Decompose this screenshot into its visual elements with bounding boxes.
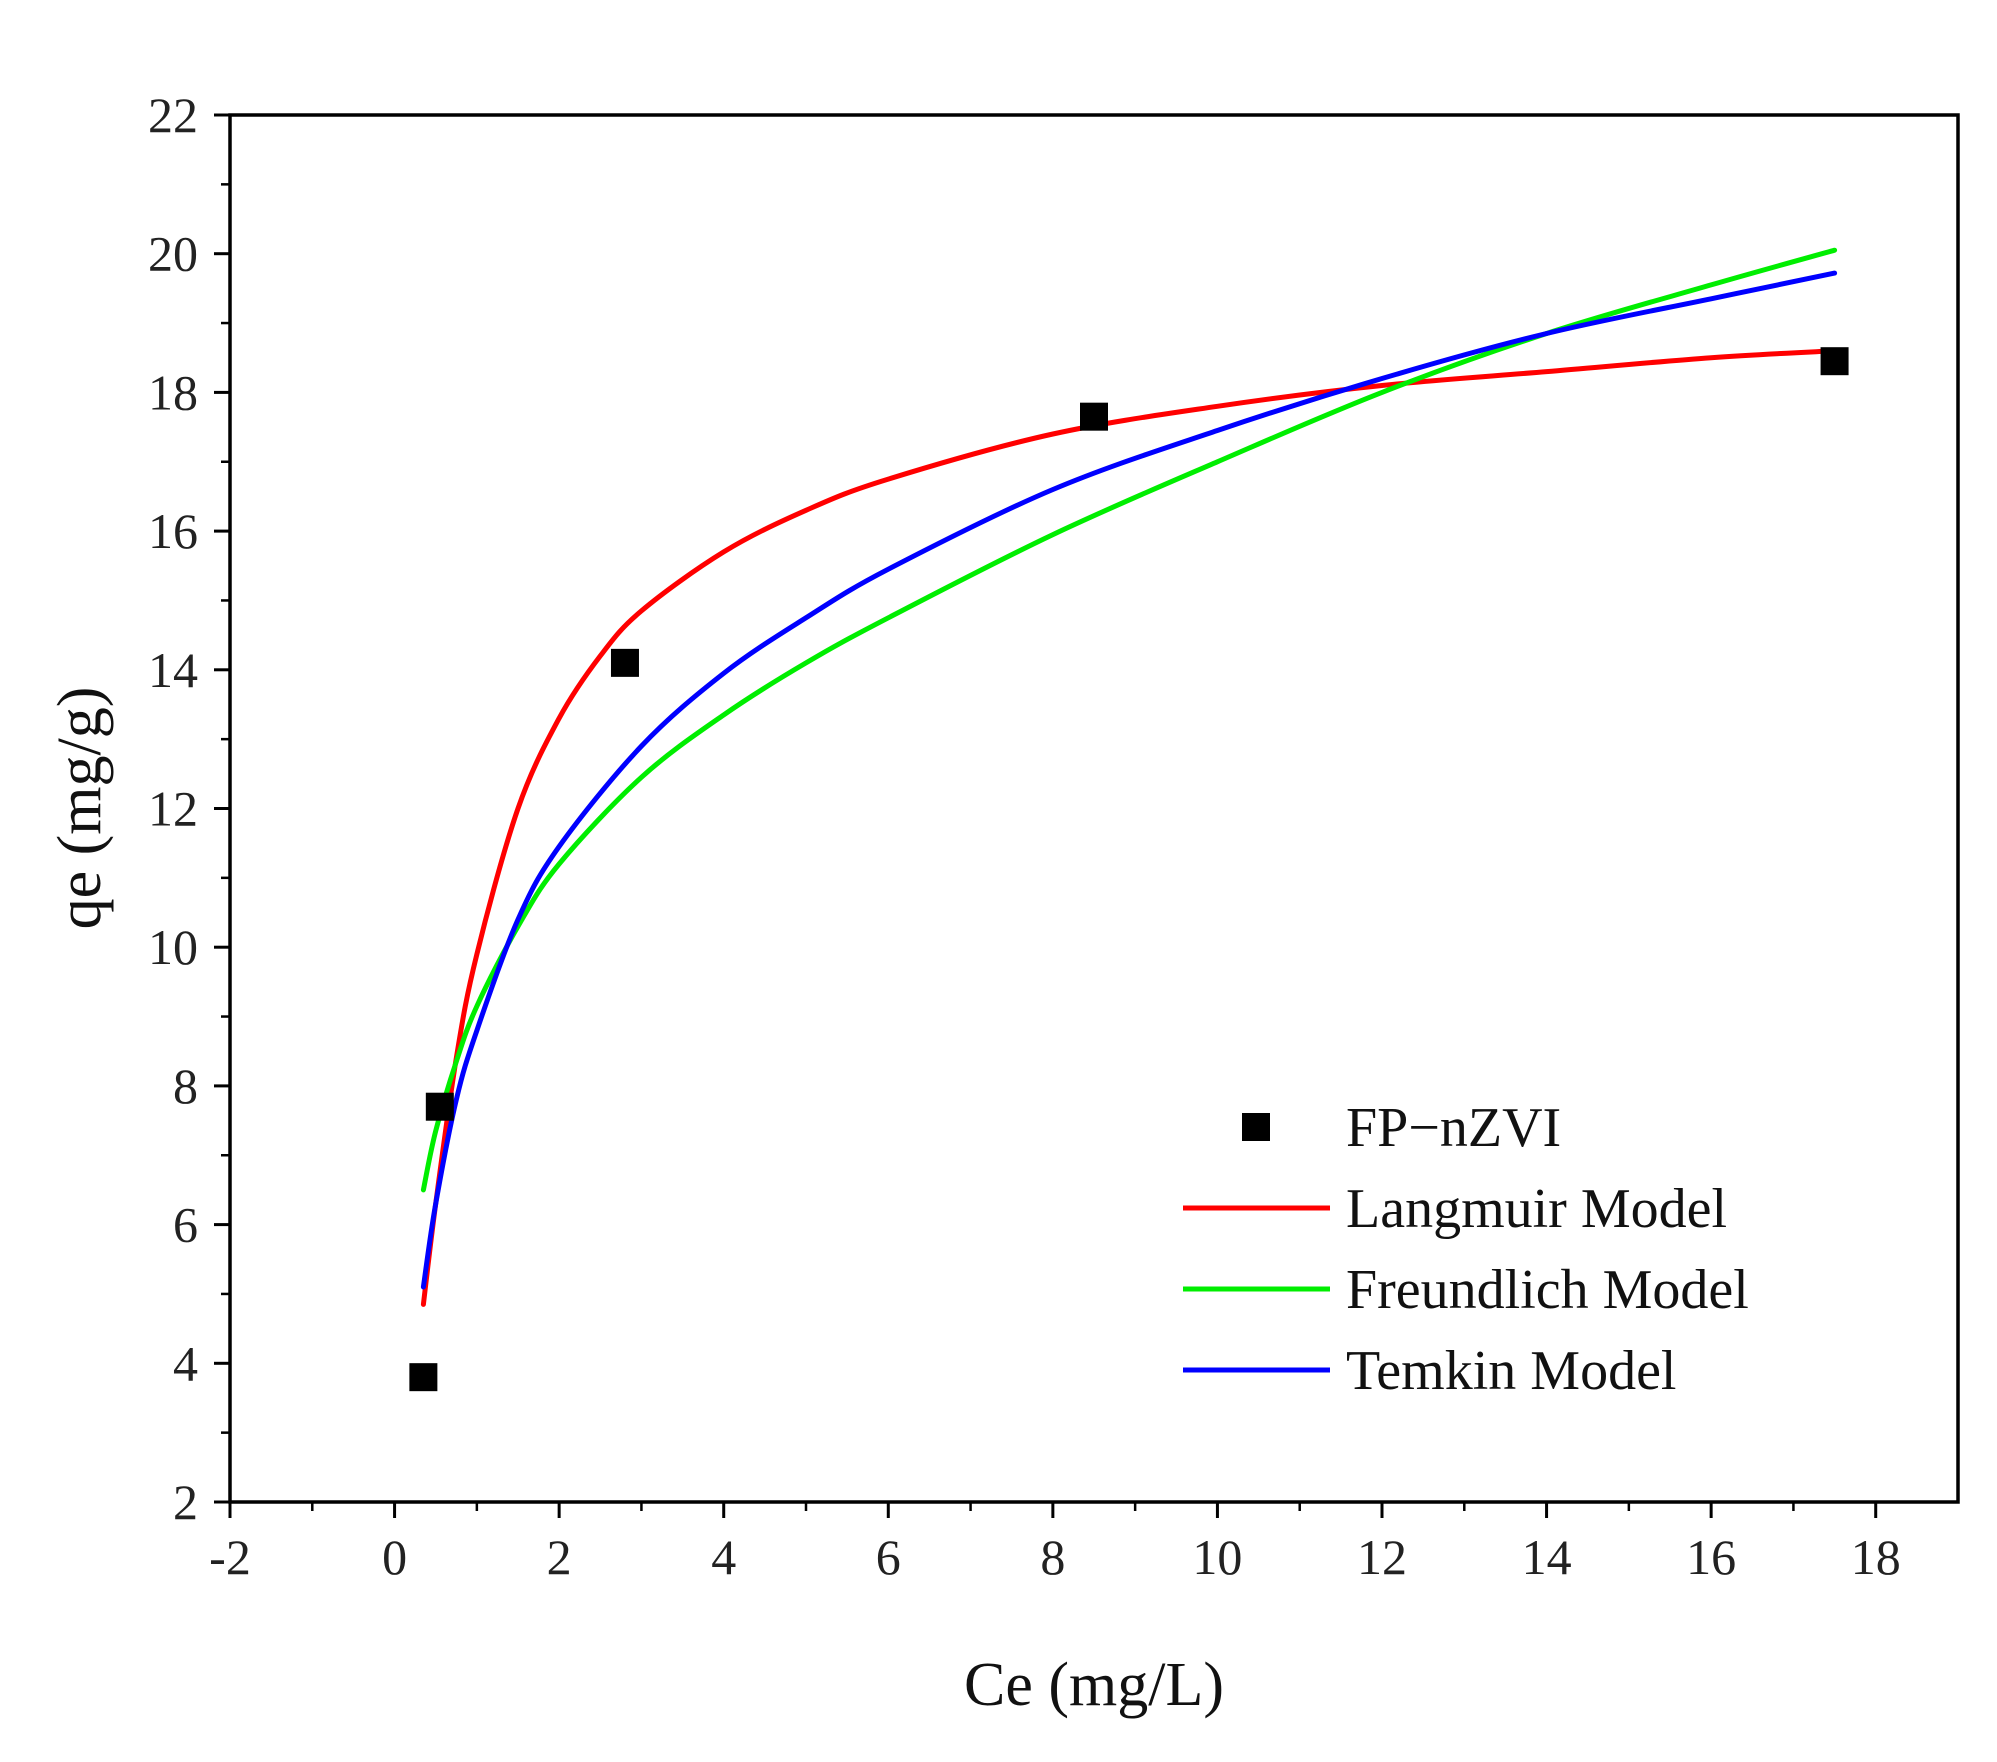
y-tick-label: 4	[173, 1335, 198, 1391]
x-tick-label: 4	[711, 1529, 736, 1585]
y-axis-ticks: 2 4 6 8 10 12 14 16 18 20 22	[148, 87, 230, 1530]
langmuir-model-curve	[420, 348, 1838, 1307]
y-tick-label: 22	[148, 87, 198, 143]
x-tick-label: -2	[209, 1529, 251, 1585]
x-axis-title: Ce (mg/L)	[964, 1651, 1224, 1719]
y-tick-label: 16	[148, 503, 198, 559]
x-tick-label: 18	[1851, 1529, 1901, 1585]
legend-marker-square	[1242, 1113, 1270, 1141]
x-tick-label: 2	[547, 1529, 572, 1585]
data-point	[409, 1363, 438, 1392]
fit-curves	[420, 247, 1838, 1307]
legend-label: Temkin Model	[1346, 1340, 1676, 1402]
data-point	[1080, 402, 1108, 431]
x-tick-label: 16	[1686, 1529, 1736, 1585]
data-point	[610, 648, 639, 677]
data-points	[409, 347, 1849, 1392]
x-tick-label: 8	[1040, 1529, 1065, 1585]
x-tick-label: 6	[876, 1529, 901, 1585]
legend: FP−nZVI Langmuir Model Freundlich Model Tem…	[1183, 1097, 1749, 1402]
x-tick-label: 14	[1522, 1529, 1572, 1585]
temkin-model-curve	[420, 270, 1838, 1290]
legend-label: Freundlich Model	[1346, 1259, 1749, 1321]
y-tick-label: 10	[148, 919, 198, 975]
y-tick-label: 12	[148, 781, 198, 837]
legend-label: FP−nZVI	[1346, 1097, 1561, 1159]
x-tick-label: 0	[382, 1529, 407, 1585]
data-point	[425, 1092, 454, 1121]
x-tick-label: 10	[1192, 1529, 1242, 1585]
y-tick-label: 14	[148, 642, 198, 698]
y-tick-label: 6	[173, 1197, 198, 1253]
x-axis-ticks: -2 0 2 4 6 8 10 12 14 16 18	[209, 1502, 1901, 1585]
data-point	[1820, 347, 1849, 376]
legend-label: Langmuir Model	[1346, 1178, 1727, 1240]
y-tick-label: 8	[173, 1058, 198, 1114]
x-tick-label: 12	[1357, 1529, 1407, 1585]
y-axis-title: qe (mg/g)	[46, 687, 114, 930]
y-tick-label: 20	[148, 226, 198, 282]
y-tick-label: 2	[173, 1474, 198, 1530]
y-tick-label: 18	[148, 364, 198, 420]
